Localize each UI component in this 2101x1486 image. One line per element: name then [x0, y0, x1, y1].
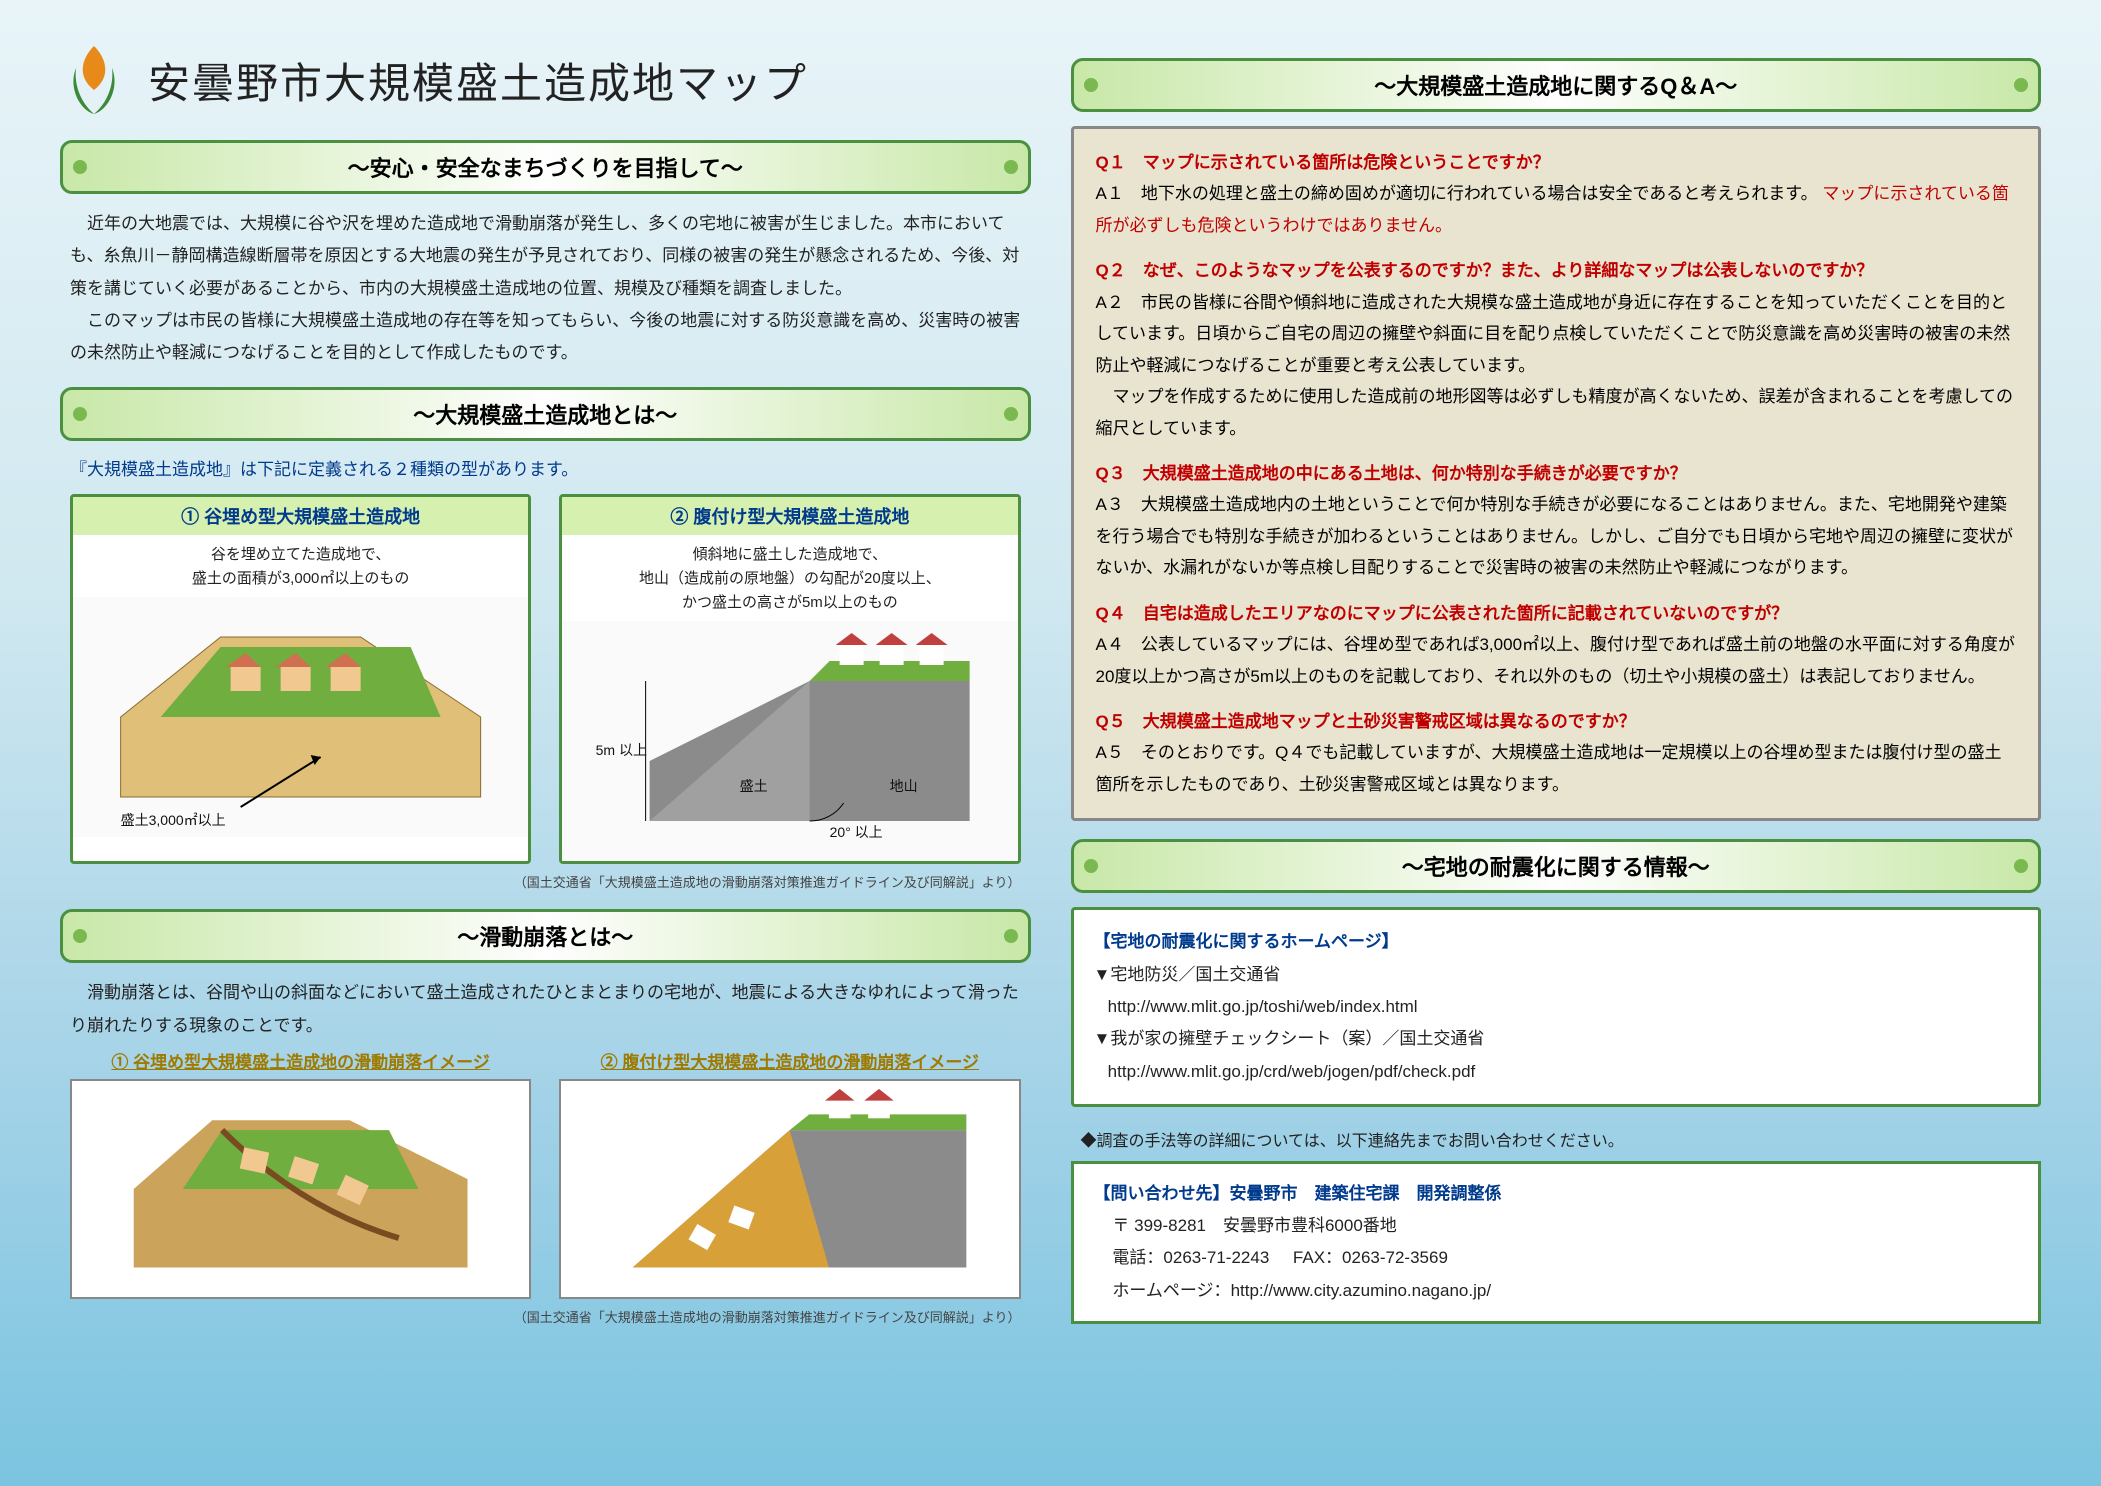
qa2-a2: マップを作成するために使用した造成前の地形図等は必ずしも精度が高くないため、誤差…	[1096, 381, 2017, 444]
page-root: 安曇野市大規模盛土造成地マップ ～安心・安全なまちづくりを目指して～ 近年の大地…	[60, 40, 2041, 1326]
slide2-diagram	[559, 1079, 1020, 1299]
svg-text:5m 以上: 5m 以上	[596, 742, 647, 758]
svg-text:20° 以上: 20° 以上	[830, 824, 883, 840]
section-definition: ～大規模盛土造成地とは～	[60, 387, 1031, 441]
intro-p2: このマップは市民の皆様に大規模盛土造成地の存在等を知ってもらい、今後の地震に対す…	[70, 305, 1021, 370]
qa-item-4: Q４ 自宅は造成したエリアなのにマップに公表された箇所に記載されていないのですが…	[1096, 598, 2017, 692]
type1-header: ① 谷埋め型大規模盛土造成地	[73, 497, 528, 535]
contact-header: 【問い合わせ先】安曇野市 建築住宅課 開発調整係	[1094, 1178, 2019, 1210]
type-box-2: ② 腹付け型大規模盛土造成地 傾斜地に盛土した造成地で、 地山（造成前の原地盤）…	[559, 494, 1020, 864]
intro-p1: 近年の大地震では、大規模に谷や沢を埋めた造成地で滑動崩落が発生し、多くの宅地に被…	[70, 208, 1021, 305]
fax-value: 0263-72-3569	[1342, 1248, 1448, 1267]
qa3-a: A３ 大規模盛土造成地内の土地ということで何か特別な手続きが必要になることはあり…	[1096, 489, 2017, 583]
page-title: 安曇野市大規模盛土造成地マップ	[148, 50, 808, 111]
type1-desc-l1: 谷を埋め立てた造成地で、	[211, 546, 390, 563]
qa-item-5: Q５ 大規模盛土造成地マップと土砂災害警戒区域は異なるのですか？ A５ そのとお…	[1096, 706, 2017, 800]
qa1-a-pre: A１ 地下水の処理と盛土の締め固めが適切に行われている場合は安全であると考えられ…	[1096, 184, 1818, 203]
info-link2-label: ▼我が家の擁壁チェックシート（案）／国土交通省	[1094, 1029, 1485, 1048]
svg-text:盛土3,000㎡以上: 盛土3,000㎡以上	[121, 812, 226, 828]
tel-label: 電話：	[1112, 1248, 1163, 1267]
qa-panel: Q１ マップに示されている箇所は危険ということですか？ A１ 地下水の処理と盛土…	[1071, 126, 2042, 821]
type1-diagram: 盛土3,000㎡以上	[73, 597, 528, 837]
section-qa: ～大規模盛土造成地に関するQ＆A～	[1071, 58, 2042, 112]
qa3-q: Q３ 大規模盛土造成地の中にある土地は、何か特別な手続きが必要ですか？	[1096, 458, 2017, 489]
qa2-a: A２ 市民の皆様に谷間や傾斜地に造成された大規模な盛土造成地が身近に存在すること…	[1096, 287, 2017, 381]
section-info: ～宅地の耐震化に関する情報～	[1071, 839, 2042, 893]
definition-source: （国土交通省「大規模盛土造成地の滑動崩落対策推進ガイドライン及び同解説」より）	[70, 872, 1021, 891]
qa1-q: Q１ マップに示されている箇所は危険ということですか？	[1096, 147, 2017, 178]
info-link1-url[interactable]: http://www.mlit.go.jp/toshi/web/index.ht…	[1108, 997, 1418, 1016]
qa4-q: Q４ 自宅は造成したエリアなのにマップに公表された箇所に記載されていないのですが…	[1096, 598, 2017, 629]
hp-value[interactable]: http://www.city.azumino.nagano.jp/	[1231, 1281, 1492, 1300]
section-goal: ～安心・安全なまちづくりを目指して～	[60, 140, 1031, 194]
type2-diagram: 5m 以上 盛土 地山 20° 以上	[562, 621, 1017, 861]
slide1-diagram	[70, 1079, 531, 1299]
qa-item-3: Q３ 大規模盛土造成地の中にある土地は、何か特別な手続きが必要ですか？ A３ 大…	[1096, 458, 2017, 584]
slide-source: （国土交通省「大規模盛土造成地の滑動崩落対策推進ガイドライン及び同解説」より）	[70, 1307, 1021, 1326]
left-column: 安曇野市大規模盛土造成地マップ ～安心・安全なまちづくりを目指して～ 近年の大地…	[60, 40, 1031, 1326]
contact-box: 【問い合わせ先】安曇野市 建築住宅課 開発調整係 〒 399-8281 安曇野市…	[1071, 1161, 2042, 1324]
info-link1-label: ▼宅地防災／国土交通省	[1094, 965, 1281, 984]
tel-value: 0263-71-2243	[1163, 1248, 1269, 1267]
type1-desc: 谷を埋め立てた造成地で、 盛土の面積が3,000㎡以上のもの	[73, 535, 528, 597]
type2-desc-l1: 傾斜地に盛土した造成地で、	[693, 546, 887, 563]
qa5-a: A５ そのとおりです。Q４でも記載していますが、大規模盛土造成地は一定規模以上の…	[1096, 737, 2017, 800]
info-link2-url[interactable]: http://www.mlit.go.jp/crd/web/jogen/pdf/…	[1108, 1062, 1476, 1081]
slide2-title: ② 腹付け型大規模盛土造成地の滑動崩落イメージ	[559, 1042, 1020, 1079]
slide1-title: ① 谷埋め型大規模盛土造成地の滑動崩落イメージ	[70, 1042, 531, 1079]
contact-note: ◆調査の手法等の詳細については、以下連絡先までお問い合わせください。	[1081, 1127, 2042, 1151]
qa-item-2: Q２ なぜ、このようなマップを公表するのですか？また、より詳細なマップは公表しな…	[1096, 255, 2017, 444]
info-panel: 【宅地の耐震化に関するホームページ】 ▼宅地防災／国土交通省 http://ww…	[1071, 907, 2042, 1106]
right-column: ～大規模盛土造成地に関するQ＆A～ Q１ マップに示されている箇所は危険というこ…	[1071, 40, 2042, 1326]
info-link-2: ▼我が家の擁壁チェックシート（案）／国土交通省 http://www.mlit.…	[1094, 1023, 2019, 1088]
slide-desc: 滑動崩落とは、谷間や山の斜面などにおいて盛土造成されたひとまとまりの宅地が、地震…	[70, 977, 1021, 1042]
contact-address: 〒 399-8281 安曇野市豊科6000番地	[1094, 1210, 2019, 1242]
qa2-q: Q２ なぜ、このようなマップを公表するのですか？また、より詳細なマップは公表しな…	[1096, 255, 2017, 286]
city-logo-icon	[60, 40, 128, 120]
type2-desc-l2: 地山（造成前の原地盤）の勾配が20度以上、	[639, 570, 941, 587]
header: 安曇野市大規模盛土造成地マップ	[60, 40, 1031, 120]
qa5-q: Q５ 大規模盛土造成地マップと土砂災害警戒区域は異なるのですか？	[1096, 706, 2017, 737]
section-slide: ～滑動崩落とは～	[60, 909, 1031, 963]
contact-address-text: 〒 399-8281 安曇野市豊科6000番地	[1112, 1216, 1396, 1235]
slide-images: ① 谷埋め型大規模盛土造成地の滑動崩落イメージ ② 腹付け型大規模盛土造成地の滑…	[70, 1042, 1021, 1299]
type1-desc-l2: 盛土の面積が3,000㎡以上のもの	[192, 570, 410, 587]
hp-label: ホームページ：	[1112, 1281, 1230, 1300]
type-box-1: ① 谷埋め型大規模盛土造成地 谷を埋め立てた造成地で、 盛土の面積が3,000㎡…	[70, 494, 531, 864]
qa-item-1: Q１ マップに示されている箇所は危険ということですか？ A１ 地下水の処理と盛土…	[1096, 147, 2017, 241]
qa1-a: A１ 地下水の処理と盛土の締め固めが適切に行われている場合は安全であると考えられ…	[1096, 178, 2017, 241]
slide-box-1: ① 谷埋め型大規模盛土造成地の滑動崩落イメージ	[70, 1042, 531, 1299]
type2-header: ② 腹付け型大規模盛土造成地	[562, 497, 1017, 535]
fax-label: FAX：	[1293, 1248, 1342, 1267]
slide-box-2: ② 腹付け型大規模盛土造成地の滑動崩落イメージ	[559, 1042, 1020, 1299]
qa4-a: A４ 公表しているマップには、谷埋め型であれば3,000㎡以上、腹付け型であれば…	[1096, 629, 2017, 692]
contact-phone-row: 電話：0263-71-2243 FAX：0263-72-3569	[1094, 1242, 2019, 1274]
info-header: 【宅地の耐震化に関するホームページ】	[1094, 926, 2019, 958]
type2-desc: 傾斜地に盛土した造成地で、 地山（造成前の原地盤）の勾配が20度以上、 かつ盛土…	[562, 535, 1017, 621]
type-boxes: ① 谷埋め型大規模盛土造成地 谷を埋め立てた造成地で、 盛土の面積が3,000㎡…	[70, 494, 1021, 864]
contact-hp-row: ホームページ：http://www.city.azumino.nagano.jp…	[1094, 1275, 2019, 1307]
svg-text:地山: 地山	[890, 778, 918, 794]
type2-desc-l3: かつ盛土の高さが5m以上のもの	[682, 594, 898, 611]
definition-intro: 『大規模盛土造成地』は下記に定義される２種類の型があります。	[70, 455, 1021, 480]
info-link-1: ▼宅地防災／国土交通省 http://www.mlit.go.jp/toshi/…	[1094, 959, 2019, 1024]
svg-text:盛土: 盛土	[740, 778, 768, 794]
